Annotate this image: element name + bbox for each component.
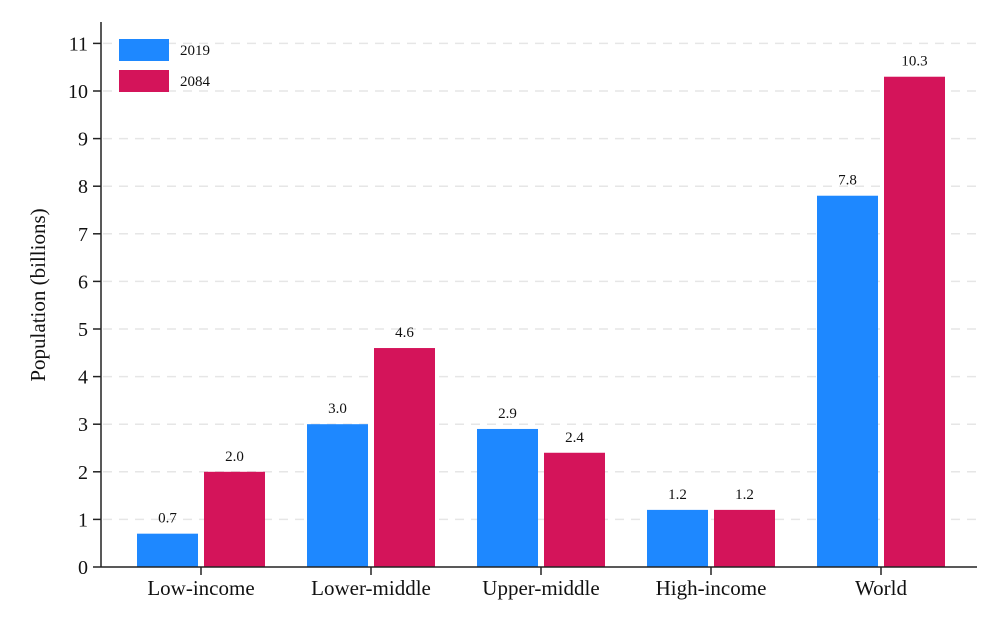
bar-2019-upper-middle: [477, 428, 538, 567]
y-tick-label-7: 7: [78, 224, 88, 246]
y-tick-label-3: 3: [78, 414, 88, 436]
bar-2019-high-income: [647, 509, 708, 567]
y-tick-label-9: 9: [78, 129, 88, 151]
bar-2019-world: [817, 195, 878, 567]
legend-label-2019: 2019: [180, 43, 210, 59]
y-tick-label-0: 0: [78, 557, 88, 579]
bar-2084-upper-middle: [544, 452, 605, 567]
axes: [93, 22, 977, 575]
x-tick-label-0: Low-income: [147, 576, 254, 600]
y-tick-label-4: 4: [78, 367, 88, 389]
y-tick-label-10: 10: [68, 81, 88, 103]
data-label-2084-high-income: 1.2: [735, 487, 754, 503]
data-label-2019-low-income: 0.7: [158, 511, 177, 527]
data-label-2019-high-income: 1.2: [668, 487, 687, 503]
bar-2084-lower-middle: [374, 348, 435, 567]
legend: 2019 2084: [119, 39, 211, 92]
data-label-2084-upper-middle: 2.4: [565, 430, 584, 446]
bars: [137, 76, 945, 567]
x-tick-label-4: World: [855, 576, 907, 600]
data-label-2084-low-income: 2.0: [225, 449, 244, 465]
bar-2019-low-income: [137, 533, 198, 567]
legend-swatch-2084: [119, 70, 169, 92]
bar-2084-low-income: [204, 471, 265, 567]
legend-swatch-2019: [119, 39, 169, 61]
y-tick-label-2: 2: [78, 462, 88, 484]
y-tick-label-1: 1: [78, 509, 88, 531]
data-label-2084-lower-middle: 4.6: [395, 325, 414, 341]
y-tick-label-11: 11: [69, 33, 88, 55]
bar-2084-high-income: [714, 509, 775, 567]
data-label-2019-world: 7.8: [838, 173, 857, 189]
data-label-2084-world: 10.3: [901, 54, 927, 70]
x-tick-label-3: High-income: [656, 576, 767, 600]
x-tick-label-2: Upper-middle: [482, 576, 599, 600]
bar-2084-world: [884, 76, 945, 567]
y-tick-label-8: 8: [78, 176, 88, 198]
bar-2019-lower-middle: [307, 424, 368, 567]
y-tick-label-5: 5: [78, 319, 88, 341]
legend-label-2084: 2084: [180, 74, 211, 90]
y-axis-title: Population (billions): [26, 208, 50, 381]
labels: 0 1 2 3 4 5 6 7 8 9 10 11 Low-income 0.7 2.0 Lower-midd…: [68, 33, 928, 600]
data-label-2019-lower-middle: 3.0: [328, 401, 347, 417]
data-label-2019-upper-middle: 2.9: [498, 406, 517, 422]
x-tick-label-1: Lower-middle: [311, 576, 431, 600]
y-tick-label-6: 6: [78, 271, 88, 293]
